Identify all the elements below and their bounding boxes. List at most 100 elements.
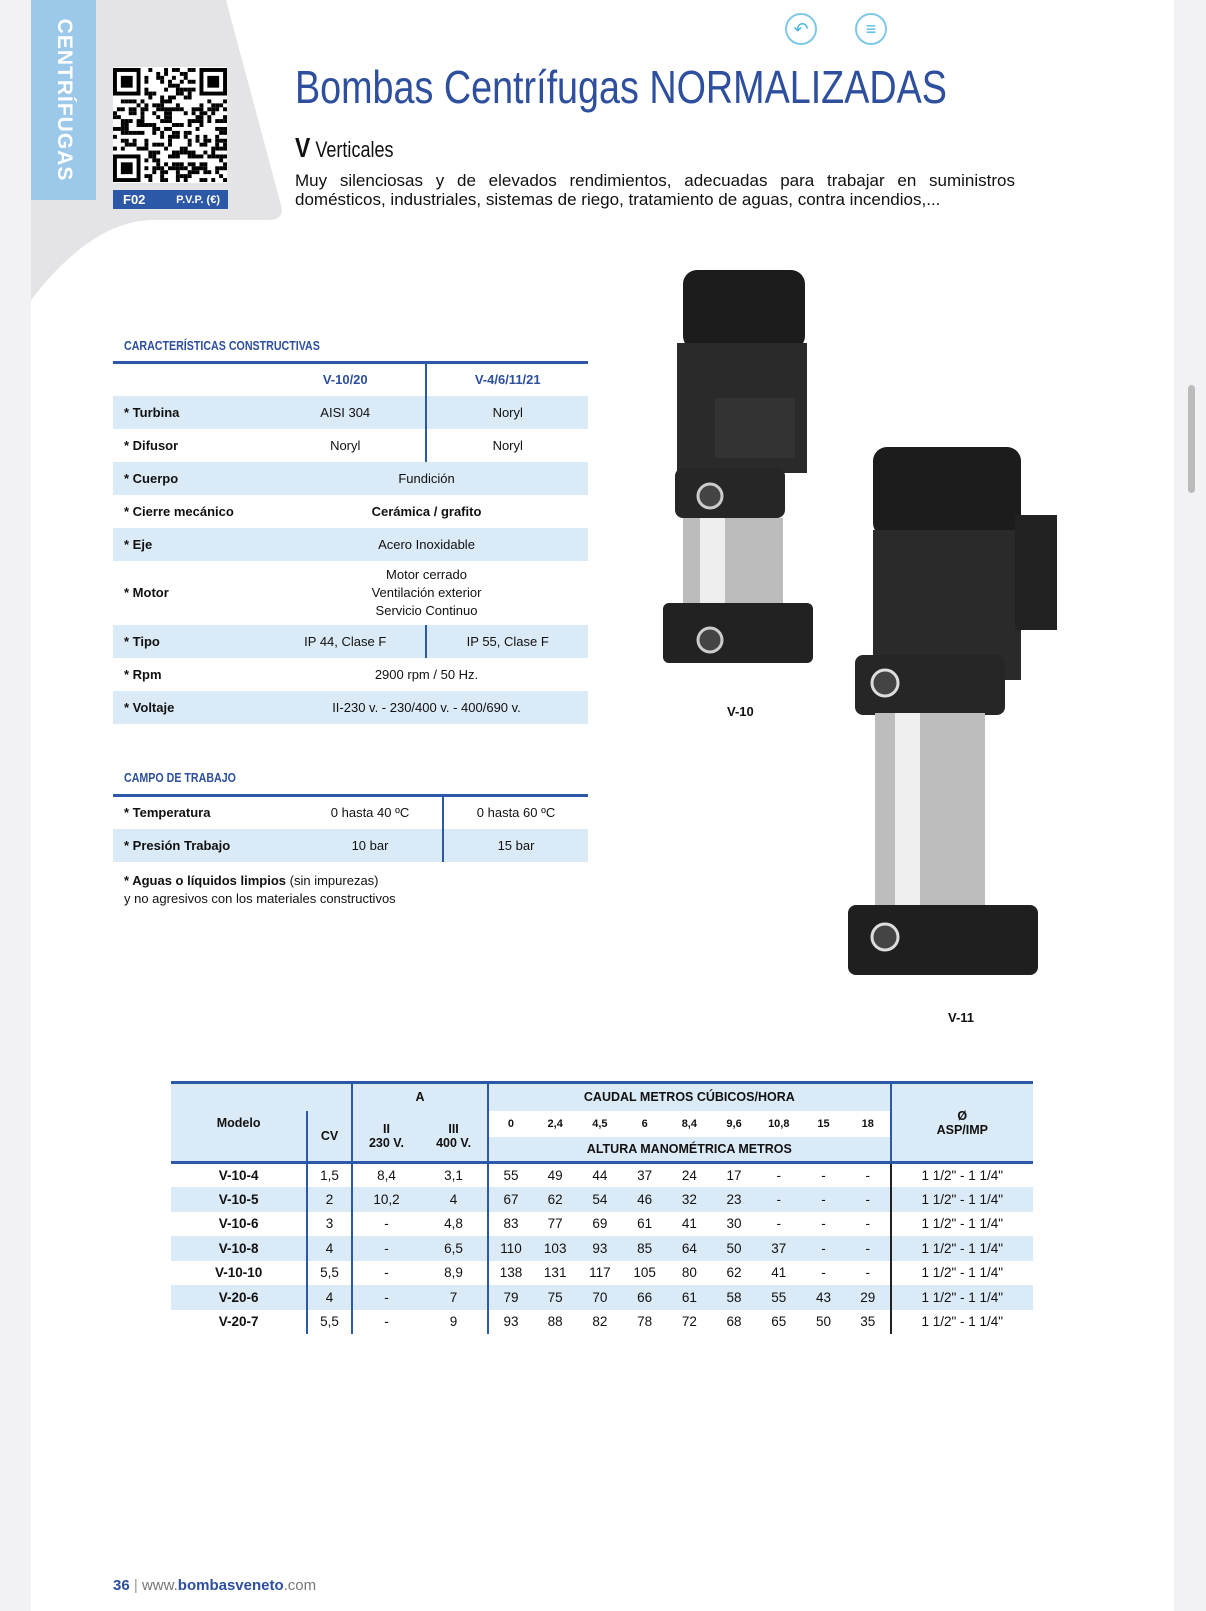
cell-value: 1 1/2" - 1 1/4"	[889, 1236, 1033, 1261]
phase: III	[448, 1121, 459, 1136]
cell-value: -	[776, 1216, 782, 1232]
table-row: * Turbina AISI 304 Noryl	[113, 395, 588, 429]
cell-value: -	[845, 1236, 891, 1261]
table-row: * Rpm 2900 rpm / 50 Hz.	[113, 658, 588, 691]
cell-value: 70	[577, 1285, 623, 1310]
cell-value: 5,5	[306, 1260, 352, 1285]
table-row: * Cierre mecánico Cerámica / grafito	[113, 495, 588, 528]
qr-code[interactable]	[113, 67, 227, 183]
cell-value: 4,8	[444, 1216, 463, 1232]
cell-value: 88	[547, 1314, 563, 1330]
cell-value: 85	[622, 1236, 667, 1261]
cell-value: 83	[487, 1211, 533, 1236]
cell-value: 2	[306, 1187, 352, 1212]
cell-value: 37	[637, 1168, 653, 1183]
phase: II	[382, 1121, 390, 1136]
cell-value: 41	[771, 1265, 787, 1281]
cell-value: -	[821, 1168, 826, 1183]
cell-value: V-10-4	[218, 1168, 259, 1183]
cell-value: 61	[666, 1285, 712, 1310]
cell-value: II-230 v. - 230/400 v. - 400/690 v.	[265, 690, 588, 724]
page-title: Bombas Centrífugas NORMALIZADAS	[295, 61, 947, 113]
cell-value: -	[350, 1285, 421, 1310]
work-table: * Temperatura 0 hasta 40 ºC 0 hasta 60 ºC *…	[113, 794, 588, 862]
header-flow: CAUDAL METROS CÚBICOS/HORA	[487, 1081, 891, 1111]
cell-value: -	[801, 1187, 846, 1212]
cell-value: 69	[592, 1216, 608, 1232]
cell-value: 93	[577, 1236, 623, 1261]
cell-value: -	[350, 1260, 421, 1285]
section-tab-label: CENTRÍFUGAS	[52, 18, 76, 182]
flow-value: 4,5	[577, 1110, 623, 1137]
cell-value: 1 1/2" - 1 1/4"	[889, 1285, 1033, 1310]
cell-line: Servicio Continuo	[375, 602, 478, 618]
cell-value: 24	[681, 1168, 697, 1183]
table-row: V-10-4 1,5 8,4 3,1 55 49 44 37 24 17 - - - 1 1/2" - 1…	[171, 1162, 1033, 1187]
cell-value: 58	[711, 1285, 757, 1310]
cell-value: -	[865, 1168, 870, 1183]
cell-value: 10,2	[350, 1187, 421, 1212]
dia-label: ASP/IMP	[936, 1122, 988, 1137]
cell-value: 1 1/2" - 1 1/4"	[889, 1309, 1033, 1334]
cell-value: Noryl	[330, 437, 361, 453]
cell-value: 0 hasta 60 ºC	[442, 794, 588, 829]
cell-value: 23	[711, 1187, 757, 1212]
cell-value: 10 bar	[298, 828, 443, 862]
cell-value: 117	[589, 1265, 611, 1281]
cell-value: V-10-10	[214, 1265, 263, 1281]
cell-value: 110	[487, 1236, 533, 1261]
header-phase: II 230 V.	[350, 1110, 421, 1164]
cell-value: 105	[633, 1265, 656, 1281]
price-label: P.V.P. (€)	[176, 193, 220, 206]
column-header: V-10/20	[265, 361, 427, 396]
cell-value: -	[801, 1236, 846, 1261]
cell-value: 6,5	[420, 1236, 489, 1261]
construction-title: CARACTERÍSTICAS CONSTRUCTIVAS	[124, 338, 320, 353]
row-label: * Rpm	[124, 666, 162, 682]
cell-value: -	[350, 1309, 421, 1334]
header-cv: CV	[306, 1110, 352, 1164]
cell-line: Ventilación exterior	[371, 584, 482, 600]
table-header-row: V-10/20 V-4/6/11/21	[113, 361, 588, 396]
row-label: * Voltaje	[113, 690, 265, 724]
scrollbar[interactable]	[1188, 385, 1195, 493]
table-row: * Difusor Noryl Noryl	[113, 428, 588, 462]
cell-value: V-20-6	[171, 1285, 308, 1310]
header-dia: Ø ASP/IMP	[889, 1081, 1033, 1164]
pump-v10-image	[663, 270, 813, 663]
models-header: Modelo A CAUDAL METROS CÚBICOS/HORA Ø ASP/IM…	[171, 1081, 1033, 1164]
flow-value: 8,4	[666, 1110, 712, 1137]
menu-icon[interactable]: ≡	[855, 13, 887, 45]
description: Muy silenciosas y de elevados rendimient…	[295, 171, 1015, 209]
corner	[113, 361, 265, 396]
table-row: V-20-6 4-7 79 75 70 66 61 58 55 43 29 1 1/2" - 1 1/…	[171, 1285, 1033, 1310]
cell-value: 1 1/2" - 1 1/4"	[889, 1162, 1033, 1187]
cell-value: -	[845, 1187, 891, 1212]
cell-value: 32	[666, 1187, 712, 1212]
cell-value: Acero Inoxidable	[265, 527, 588, 561]
cell-value: 50	[815, 1314, 832, 1330]
cell-value: 1 1/2" - 1 1/4"	[889, 1187, 1033, 1212]
cell-value: -	[865, 1265, 870, 1281]
flow-value: 6	[622, 1110, 667, 1137]
cell-value: 93	[487, 1309, 533, 1334]
cell-value: 62	[726, 1265, 742, 1281]
cell-value: 61	[637, 1216, 653, 1232]
cell-value: V-10-6	[218, 1216, 259, 1232]
cell-value: Noryl	[425, 428, 588, 462]
cell-value: Motor cerrado Ventilación exterior Servici…	[265, 561, 588, 625]
fluid-note: * Aguas o líquidos limpios (sin impureza…	[124, 873, 396, 906]
cell-value: V-10-8	[171, 1236, 308, 1261]
cell-value: 4	[306, 1236, 352, 1261]
cell-value: 55	[756, 1285, 802, 1310]
row-label: * Motor	[124, 585, 169, 600]
pump-v10-label: V-10	[727, 704, 754, 719]
table-row: V-10-8 4-6,5 110 103 93 85 64 50 37- -1 1/2" - 1 …	[171, 1236, 1033, 1261]
back-icon[interactable]: ↶	[785, 13, 817, 45]
series-heading: V Verticales	[295, 132, 394, 163]
cell-value: 50	[711, 1236, 757, 1261]
work-title: CAMPO DE TRABAJO	[124, 770, 236, 785]
row-label: * Turbina	[113, 395, 265, 429]
cell-value: -	[756, 1187, 802, 1212]
cell-value: Fundición	[265, 461, 588, 495]
